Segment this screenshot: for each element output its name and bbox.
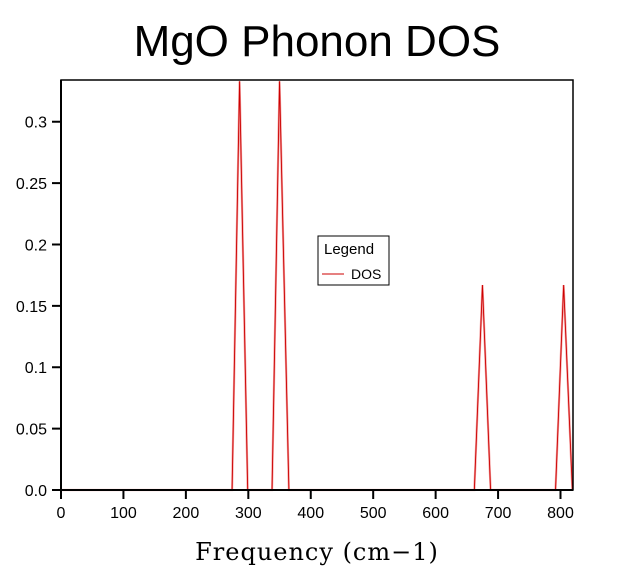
x-tick-label: 700 xyxy=(485,505,512,522)
x-tick-label: 600 xyxy=(422,505,449,522)
y-tick-label: 0.15 xyxy=(16,299,47,316)
chart-title: MgO Phonon DOS xyxy=(134,17,501,66)
series-line-glow xyxy=(61,81,574,492)
x-tick-label: 200 xyxy=(173,505,200,522)
plot-frame xyxy=(60,79,574,491)
x-tick-label: 500 xyxy=(360,505,387,522)
x-tick-label: 400 xyxy=(297,505,324,522)
legend: Legend DOS xyxy=(317,235,390,286)
y-tick-label: 0.2 xyxy=(25,237,47,254)
x-tick-label: 0 xyxy=(57,505,66,522)
y-tick-label: 0.25 xyxy=(16,176,47,193)
y-tick-label: 0.3 xyxy=(25,115,47,132)
x-tick-label: 100 xyxy=(110,505,137,522)
series-line-dos xyxy=(61,81,573,491)
x-axis-label: Frequency (cm−1) xyxy=(195,538,439,566)
x-tick-label: 300 xyxy=(235,505,262,522)
x-tick-label: 800 xyxy=(547,505,574,522)
series-layer xyxy=(61,81,574,492)
legend-entry-dos: DOS xyxy=(351,266,381,282)
y-tick-label: 0.05 xyxy=(16,422,47,439)
legend-title: Legend xyxy=(324,241,374,258)
y-tick-label: 0.0 xyxy=(25,483,47,500)
legend-box xyxy=(317,235,390,286)
ticks: 0 100 200 300 400 500 600 700 800 0.0 0.05 0.1 0.15 0… xyxy=(16,115,574,522)
y-tick-label: 0.1 xyxy=(25,360,47,377)
